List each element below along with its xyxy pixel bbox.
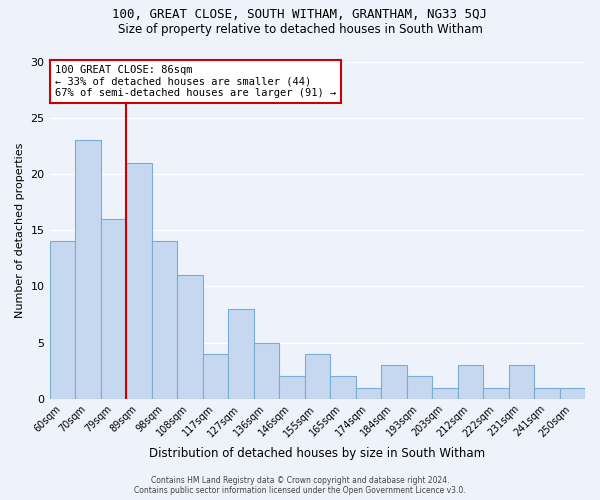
- Bar: [228, 309, 254, 399]
- Bar: [356, 388, 381, 399]
- Bar: [279, 376, 305, 399]
- Bar: [203, 354, 228, 399]
- Bar: [330, 376, 356, 399]
- Bar: [177, 275, 203, 399]
- Text: 100 GREAT CLOSE: 86sqm
← 33% of detached houses are smaller (44)
67% of semi-det: 100 GREAT CLOSE: 86sqm ← 33% of detached…: [55, 65, 336, 98]
- Bar: [381, 365, 407, 399]
- Text: 100, GREAT CLOSE, SOUTH WITHAM, GRANTHAM, NG33 5QJ: 100, GREAT CLOSE, SOUTH WITHAM, GRANTHAM…: [113, 8, 487, 20]
- Bar: [152, 242, 177, 399]
- Bar: [534, 388, 560, 399]
- Bar: [432, 388, 458, 399]
- Bar: [458, 365, 483, 399]
- Bar: [509, 365, 534, 399]
- Y-axis label: Number of detached properties: Number of detached properties: [15, 142, 25, 318]
- Bar: [407, 376, 432, 399]
- Bar: [50, 242, 75, 399]
- Text: Contains HM Land Registry data © Crown copyright and database right 2024.
Contai: Contains HM Land Registry data © Crown c…: [134, 476, 466, 495]
- Bar: [483, 388, 509, 399]
- Bar: [254, 342, 279, 399]
- Bar: [305, 354, 330, 399]
- X-axis label: Distribution of detached houses by size in South Witham: Distribution of detached houses by size …: [149, 447, 485, 460]
- Bar: [75, 140, 101, 399]
- Bar: [560, 388, 585, 399]
- Bar: [101, 219, 126, 399]
- Bar: [126, 162, 152, 399]
- Text: Size of property relative to detached houses in South Witham: Size of property relative to detached ho…: [118, 22, 482, 36]
